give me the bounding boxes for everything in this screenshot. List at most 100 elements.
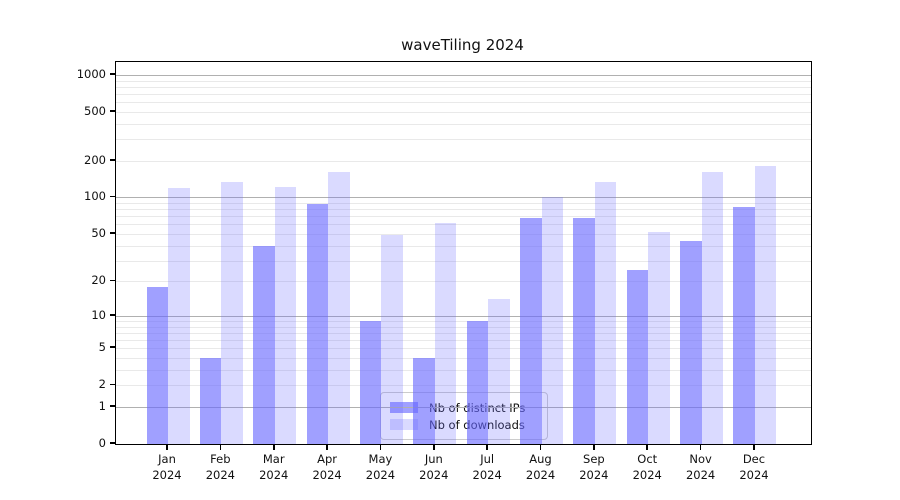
y-gridline-minor <box>116 385 811 387</box>
y-tick-label: 10 <box>91 307 106 322</box>
x-tick-label-nov: Nov 2024 <box>685 452 716 482</box>
y-gridline-minor <box>116 348 811 350</box>
y-tick-label: 20 <box>91 273 106 288</box>
bar-nb-of-downloads-dec <box>754 166 777 444</box>
y-gridline-major <box>116 74 811 76</box>
x-tick-mark <box>326 445 328 450</box>
x-tick-mark <box>539 445 542 450</box>
x-tick-mark <box>486 445 488 450</box>
bar-nb-of-downloads-aug <box>541 197 564 444</box>
y-gridline-minor <box>116 139 811 141</box>
bar-nb-of-distinct-ips-mar <box>253 245 275 444</box>
bar-nb-of-distinct-ips-nov <box>680 240 702 444</box>
bar-nb-of-downloads-feb <box>221 181 243 444</box>
y-gridline-minor <box>116 358 811 360</box>
x-tick-mark <box>699 445 702 450</box>
x-tick-label-oct: Oct 2024 <box>632 452 662 482</box>
y-tick-mark <box>110 405 115 407</box>
y-tick-label: 1000 <box>76 66 106 81</box>
bar-nb-of-distinct-ips-aug <box>520 217 542 444</box>
y-gridline-minor <box>116 369 811 371</box>
y-gridline-minor <box>116 80 811 82</box>
y-tick-label: 100 <box>84 189 106 204</box>
bar-nb-of-distinct-ips-may <box>359 321 382 444</box>
y-tick-label: 0 <box>98 436 106 450</box>
x-tick-mark <box>433 445 435 450</box>
x-tick-mark <box>753 445 755 450</box>
y-tick-mark <box>110 346 115 349</box>
y-gridline-minor <box>116 203 811 205</box>
x-tick-mark <box>272 445 275 450</box>
y-gridline-minor <box>116 123 811 125</box>
x-tick-mark <box>166 445 168 450</box>
y-tick-label: 500 <box>84 103 106 118</box>
bar-nb-of-downloads-sep <box>594 181 617 444</box>
y-gridline-minor <box>116 224 811 226</box>
y-gridline-minor <box>116 160 811 162</box>
y-gridline-minor <box>116 86 811 88</box>
y-gridline-minor <box>116 233 811 235</box>
x-tick-label-feb: Feb 2024 <box>205 452 235 482</box>
bar-nb-of-downloads-may <box>381 235 403 444</box>
y-gridline-major <box>116 197 811 199</box>
y-gridline-major <box>116 315 811 317</box>
x-tick-label-jul: Jul 2024 <box>472 452 502 482</box>
y-gridline-major <box>116 406 811 408</box>
y-tick-label: 1 <box>98 398 106 413</box>
plot-area: Nb of distinct IPs Nb of downloads <box>115 61 812 445</box>
x-tick-mark <box>646 445 649 450</box>
y-tick-mark <box>110 279 115 282</box>
x-tick-label-apr: Apr 2024 <box>312 452 342 482</box>
bar-nb-of-downloads-nov <box>701 172 724 444</box>
bar-nb-of-downloads-mar <box>274 186 297 444</box>
x-tick-label-jun: Jun 2024 <box>419 452 449 482</box>
bar-nb-of-distinct-ips-jul <box>466 321 489 444</box>
bar-nb-of-distinct-ips-oct <box>626 269 649 444</box>
y-tick-mark <box>110 442 115 444</box>
bar-nb-of-distinct-ips-feb <box>199 358 222 444</box>
y-tick-mark <box>110 110 115 112</box>
y-gridline-minor <box>116 326 811 328</box>
bar-nb-of-downloads-jul <box>488 299 510 444</box>
x-tick-label-sep: Sep 2024 <box>579 452 609 482</box>
bar-nb-of-downloads-oct <box>648 231 670 444</box>
y-tick-mark <box>110 232 115 234</box>
x-tick-mark <box>219 445 222 450</box>
chart-title: waveTiling 2024 <box>401 36 524 54</box>
y-gridline-minor <box>116 209 811 211</box>
y-gridline-minor <box>116 281 811 283</box>
y-gridline-minor <box>116 245 811 247</box>
bar-nb-of-distinct-ips-apr <box>306 204 329 444</box>
bar-nb-of-distinct-ips-dec <box>733 206 755 444</box>
x-tick-mark <box>593 445 595 450</box>
y-tick-mark <box>110 158 115 161</box>
y-gridline-minor <box>116 332 811 334</box>
y-tick-label: 2 <box>98 377 106 392</box>
y-tick-label: 200 <box>84 152 106 167</box>
x-tick-label-mar: Mar 2024 <box>259 452 289 482</box>
bar-nb-of-distinct-ips-sep <box>573 217 595 444</box>
y-tick-mark <box>110 195 115 198</box>
y-tick-mark <box>110 314 115 316</box>
y-gridline-minor <box>116 216 811 218</box>
y-tick-label: 5 <box>98 340 106 355</box>
y-tick-mark <box>110 73 115 75</box>
bar-nb-of-distinct-ips-jun <box>413 358 435 444</box>
y-gridline-minor <box>116 102 811 104</box>
x-tick-label-aug: Aug 2024 <box>525 452 556 482</box>
x-tick-label-jan: Jan 2024 <box>152 452 182 482</box>
y-gridline-minor <box>116 111 811 113</box>
y-gridline-minor <box>116 260 811 262</box>
bar-nb-of-downloads-jan <box>168 187 190 444</box>
y-tick-mark <box>110 383 115 386</box>
y-gridline-minor <box>116 321 811 322</box>
y-gridline-minor <box>116 93 811 95</box>
bar-nb-of-distinct-ips-jan <box>146 286 168 444</box>
y-gridline-minor <box>116 340 811 342</box>
x-tick-label-dec: Dec 2024 <box>739 452 769 482</box>
legend-swatch-downloads-icon <box>390 419 418 430</box>
x-tick-mark <box>379 445 382 450</box>
bar-nb-of-downloads-apr <box>328 172 350 444</box>
x-tick-label-may: May 2024 <box>365 452 396 482</box>
